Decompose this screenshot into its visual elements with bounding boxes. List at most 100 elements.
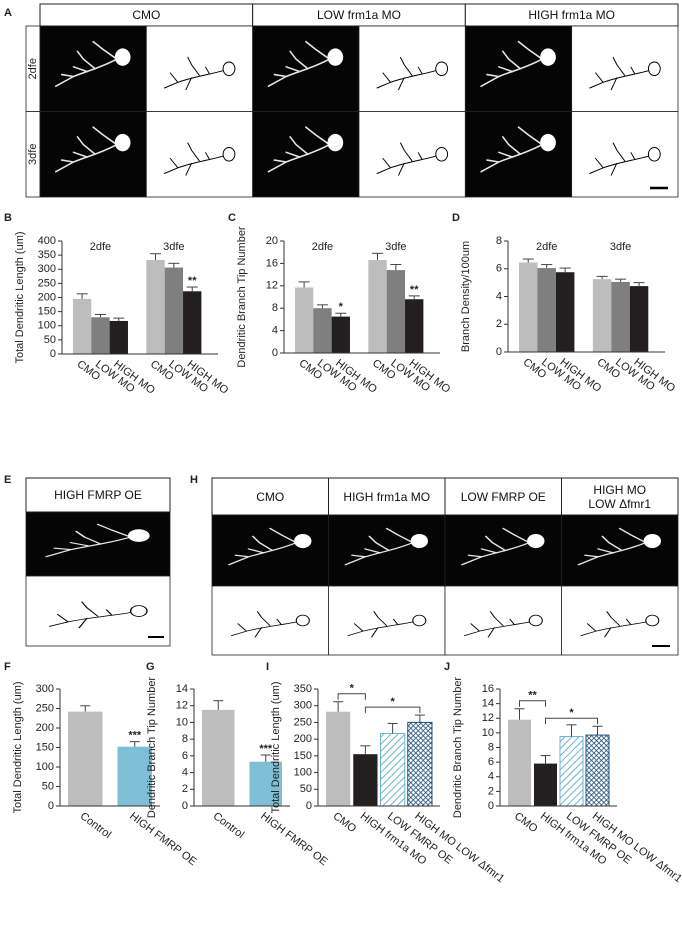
y-axis-title: Branch Density/100um: [460, 241, 472, 352]
bar: [164, 267, 184, 354]
x-tick-label: CMO: [512, 810, 540, 835]
column-header: LOW frm1a MO: [316, 8, 401, 22]
panel-label: D: [452, 212, 460, 224]
y-tick-label: 0: [272, 347, 278, 359]
significance-bracket: [364, 706, 421, 714]
y-tick-label: 350: [38, 249, 56, 261]
y-tick-label: 300: [294, 700, 312, 712]
y-tick-label: 8: [488, 741, 494, 753]
bar: [313, 308, 332, 353]
y-axis-title: Dendritic Branch Tip Number: [452, 677, 464, 819]
group-label: 3dfe: [385, 241, 406, 253]
panel-label: F: [4, 661, 11, 673]
significance-bracket: [337, 693, 366, 700]
group-label: 2dfe: [90, 241, 111, 253]
y-tick-label: 12: [266, 280, 278, 292]
tracing-cell: [145, 111, 254, 198]
column-header: LOW FMRP OE: [460, 489, 546, 504]
panel-label: B: [4, 212, 12, 224]
tracing-cell: [571, 111, 679, 198]
y-tick-label: 0: [48, 800, 54, 812]
bar: [68, 711, 103, 806]
y-tick-label: 16: [266, 257, 278, 269]
group-label: 2dfe: [312, 241, 333, 253]
y-tick-label: 12: [176, 700, 188, 712]
y-tick-label: 200: [294, 733, 312, 745]
y-tick-label: 150: [294, 750, 312, 762]
significance-label: *: [569, 707, 574, 719]
header-cell: [211, 477, 329, 516]
y-tick-label: 400: [38, 235, 56, 247]
panel-label: G: [146, 661, 155, 673]
y-tick-label: 4: [182, 766, 188, 778]
header-cell: [328, 477, 446, 516]
bar: [294, 287, 314, 353]
y-tick-label: 10: [176, 716, 188, 728]
y-tick-label: 0: [488, 800, 494, 812]
panel-label: H: [190, 474, 198, 486]
x-tick-label: HIGH FMRP OE: [258, 810, 329, 868]
y-tick-label: 2: [488, 785, 494, 797]
panel-label: I: [266, 661, 269, 673]
tracing-cell: [25, 575, 171, 647]
bar: [592, 279, 612, 352]
y-tick-label: 0: [306, 800, 312, 812]
tracing-cell: [444, 585, 562, 656]
y-axis-title: Total Dendritic Length (um): [12, 681, 24, 813]
column-header: HIGH MO LOW Δfmr1: [588, 482, 652, 511]
bar: [559, 736, 584, 807]
significance-label: **: [188, 275, 197, 287]
bar: [146, 259, 165, 354]
y-tick-label: 2: [182, 783, 188, 795]
y-tick-label: 150: [38, 306, 56, 318]
significance-bracket: [519, 700, 546, 707]
y-tick-label: 300: [36, 683, 54, 695]
y-tick-label: 16: [482, 683, 494, 695]
y-tick-label: 0: [496, 346, 502, 358]
bar: [109, 320, 128, 354]
bar: [405, 299, 424, 353]
x-tick-label: CMO: [331, 810, 359, 835]
group-label: 3dfe: [163, 241, 184, 253]
bar: [518, 262, 538, 352]
micrograph: [464, 25, 573, 112]
group-label: 2dfe: [536, 241, 557, 253]
y-tick-label: 20: [266, 235, 278, 247]
bar: [202, 709, 235, 806]
y-tick-label: 6: [488, 756, 494, 768]
bar: [331, 316, 350, 353]
bar: [326, 711, 351, 806]
row-label: 3dfe: [27, 144, 39, 165]
y-tick-label: 8: [496, 235, 502, 247]
significance-label: ***: [259, 743, 273, 755]
tracing-cell: [358, 111, 466, 198]
bar: [508, 719, 531, 806]
tracing-cell: [571, 25, 679, 112]
bar: [117, 746, 152, 806]
bar: [353, 754, 378, 806]
bar: [249, 761, 282, 806]
y-tick-label: 200: [38, 291, 56, 303]
y-tick-label: 10: [482, 727, 494, 739]
x-tick-label: HIGH FMRP OE: [127, 810, 198, 868]
y-tick-label: 150: [36, 741, 54, 753]
significance-label: *: [350, 683, 355, 695]
y-tick-label: 100: [294, 766, 312, 778]
y-tick-label: 250: [294, 716, 312, 728]
y-tick-label: 4: [488, 771, 494, 783]
row-label: 2dfe: [27, 58, 39, 79]
y-tick-label: 8: [272, 302, 278, 314]
tracing-cell: [561, 585, 679, 656]
y-tick-label: 8: [182, 733, 188, 745]
y-tick-label: 350: [294, 683, 312, 695]
bar: [72, 298, 92, 354]
y-tick-label: 0: [50, 348, 56, 360]
bar: [183, 291, 202, 354]
panel-label: A: [4, 7, 12, 19]
bar: [407, 721, 433, 807]
bar: [629, 286, 649, 352]
y-tick-label: 4: [496, 290, 502, 302]
y-tick-label: 14: [482, 698, 494, 710]
